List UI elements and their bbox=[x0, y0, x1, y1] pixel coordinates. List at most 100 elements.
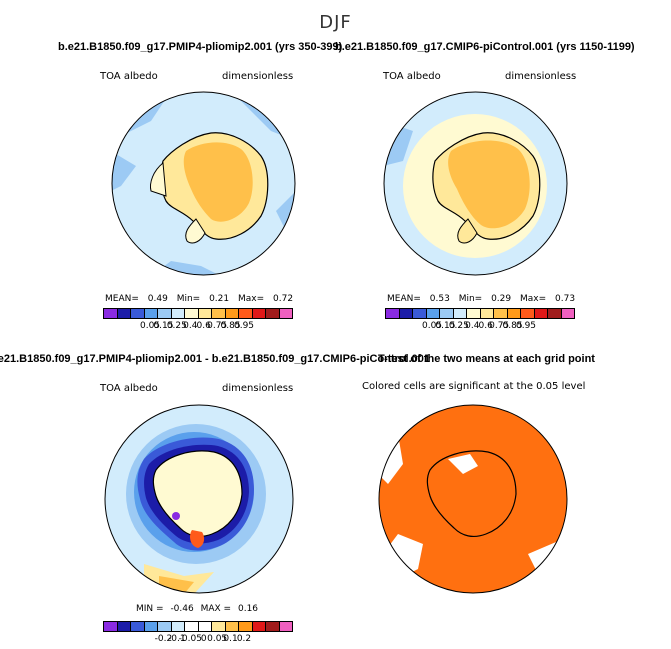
panel-2-colorbar-tick-label: 0.25 bbox=[448, 321, 469, 331]
panel-3-colorbar-swatch bbox=[225, 622, 239, 631]
map2-border bbox=[383, 91, 568, 276]
panel-2-colorbar-swatch bbox=[480, 309, 494, 318]
panel-2-max: 0.73 bbox=[555, 294, 576, 304]
panel-2-colorbar-tick-label: 0.6 bbox=[478, 321, 493, 331]
panel-3-colorbar-swatch bbox=[144, 622, 158, 631]
panel-3-colorbar-tick-label: 0.2 bbox=[236, 634, 252, 644]
panel-1-colorbar-tick-label: 0.4 bbox=[183, 321, 198, 331]
panel-1-colorbar-swatch bbox=[185, 309, 199, 318]
panel-2-title: b.e21.B1850.f09_g17.CMIP6-piControl.001 … bbox=[335, 41, 635, 53]
panel-3-colorbar-swatch bbox=[252, 622, 266, 631]
panel-2-colorbar-swatch bbox=[521, 309, 535, 318]
panel-3-colorbar-swatch bbox=[158, 622, 172, 631]
panel-3-colorbar-swatch bbox=[131, 622, 145, 631]
panel-1-units: dimensionless bbox=[222, 71, 294, 82]
panel-3-colorbar-swatch bbox=[198, 622, 212, 631]
panel-4-note: Colored cells are significant at the 0.0… bbox=[362, 381, 586, 392]
panel-3-colorbar bbox=[103, 621, 293, 632]
panel-1-colorbar-swatch bbox=[279, 309, 292, 318]
panel-2-mean-label: MEAN= bbox=[387, 294, 421, 304]
panel-1-variable: TOA albedo bbox=[100, 71, 158, 82]
panel-3-colorbar-swatch bbox=[279, 622, 292, 631]
panel-3-max-label: MAX = bbox=[200, 604, 232, 614]
panel-1-colorbar-swatch bbox=[117, 309, 131, 318]
panel-3-colorbar-swatch bbox=[104, 622, 118, 631]
panel-2-map bbox=[383, 91, 568, 276]
panel-2-colorbar-swatch bbox=[494, 309, 508, 318]
map1-peninsula bbox=[185, 218, 206, 244]
panel-2-colorbar-tick-label: 0.4 bbox=[465, 321, 480, 331]
panel-1-colorbar-swatch bbox=[144, 309, 158, 318]
panel-3-min-label: MIN = bbox=[136, 604, 164, 614]
panel-1-colorbar-tick-label: 0.25 bbox=[166, 321, 187, 331]
panel-1-stats: MEAN= 0.49 Min= 0.21 Max= 0.72 bbox=[105, 294, 293, 304]
panel-1-colorbar-tick-label: 0.95 bbox=[233, 321, 255, 331]
map3-border bbox=[104, 404, 294, 594]
panel-3-variable: TOA albedo bbox=[100, 383, 158, 394]
panel-2-colorbar-swatch bbox=[548, 309, 562, 318]
panel-2-stats: MEAN= 0.53 Min= 0.29 Max= 0.73 bbox=[387, 294, 575, 304]
panel-2-colorbar-tick-label: 0.05 bbox=[421, 321, 443, 331]
panel-1-colorbar-tick-label: 0.05 bbox=[139, 321, 161, 331]
panel-2-colorbar-swatch bbox=[467, 309, 481, 318]
panel-1-colorbar-swatch bbox=[212, 309, 226, 318]
map4-nonsignificant bbox=[448, 454, 478, 474]
panel-1-colorbar-swatch bbox=[158, 309, 172, 318]
map1-border bbox=[111, 91, 296, 276]
panel-3-colorbar-swatch bbox=[212, 622, 226, 631]
panel-3-title: b.e21.B1850.f09_g17.PMIP4-pliomip2.001 -… bbox=[0, 353, 431, 365]
panel-3-colorbar-tick-label: -0.05 bbox=[178, 634, 202, 644]
panel-1-mean: 0.49 bbox=[147, 294, 168, 304]
panel-1-mean-label: MEAN= bbox=[105, 294, 139, 304]
map2-ice-interior bbox=[448, 140, 530, 229]
panel-1-colorbar-swatch bbox=[104, 309, 118, 318]
panel-1-max-label: Max= bbox=[238, 294, 265, 304]
panel-3-colorbar-swatch bbox=[185, 622, 199, 631]
map4-border bbox=[378, 404, 568, 594]
panel-1-colorbar bbox=[103, 308, 293, 319]
panel-3-units: dimensionless bbox=[222, 383, 294, 394]
panel-1-colorbar-swatch bbox=[225, 309, 239, 318]
panel-2-colorbar-swatch bbox=[561, 309, 574, 318]
panel-3-min: -0.46 bbox=[170, 604, 194, 614]
panel-2-colorbar-swatch bbox=[426, 309, 440, 318]
panel-2-max-label: Max= bbox=[520, 294, 547, 304]
panel-1-colorbar-swatch bbox=[252, 309, 266, 318]
map1-ice-interior bbox=[183, 142, 253, 222]
panel-1-colorbar-tick-label: 0.15 bbox=[153, 321, 174, 331]
panel-2-units: dimensionless bbox=[505, 71, 577, 82]
panel-3-colorbar-tick-label: -0.1 bbox=[168, 634, 186, 644]
panel-3-colorbar-swatch bbox=[117, 622, 131, 631]
panel-1-colorbar-swatch bbox=[131, 309, 145, 318]
panel-2-colorbar bbox=[385, 308, 575, 319]
panel-1-min: 0.21 bbox=[209, 294, 230, 304]
panel-3-colorbar-swatch bbox=[266, 622, 280, 631]
panel-3-colorbar-tick-label: 0.1 bbox=[223, 634, 238, 644]
panel-2-colorbar-tick-label: 0.95 bbox=[515, 321, 537, 331]
panel-3-max: 0.16 bbox=[237, 604, 259, 614]
panel-2-colorbar-swatch bbox=[399, 309, 413, 318]
panel-2-colorbar-tick-label: 0.15 bbox=[435, 321, 456, 331]
panel-1-title: b.e21.B1850.f09_g17.PMIP4-pliomip2.001 (… bbox=[58, 41, 343, 53]
panel-1-map bbox=[111, 91, 296, 276]
panel-1-colorbar-swatch bbox=[239, 309, 253, 318]
panel-2-colorbar-tick-label: 0.85 bbox=[502, 321, 523, 331]
panel-3-colorbar-tick-label: 0.05 bbox=[207, 634, 228, 644]
panel-2-min-label: Min= bbox=[458, 294, 483, 304]
panel-1-colorbar-swatch bbox=[266, 309, 280, 318]
panel-2-colorbar-swatch bbox=[534, 309, 548, 318]
panel-4-map bbox=[378, 404, 568, 594]
map3-peninsula-hotspot bbox=[190, 530, 205, 548]
panel-3-colorbar-swatch bbox=[171, 622, 185, 631]
panel-2-colorbar-swatch bbox=[507, 309, 521, 318]
panel-3-colorbar-swatch bbox=[239, 622, 253, 631]
panel-3-colorbar-tick-label: -0.2 bbox=[154, 634, 173, 644]
panel-1-colorbar-swatch bbox=[171, 309, 185, 318]
panel-3-colorbar-tick-label: 0 bbox=[200, 634, 207, 644]
panel-3-map bbox=[104, 404, 294, 594]
panel-2-colorbar-swatch bbox=[413, 309, 427, 318]
panel-1-colorbar-tick-label: 0.85 bbox=[220, 321, 241, 331]
panel-4-title: T-test of the two means at each grid poi… bbox=[378, 353, 595, 365]
panel-2-mean: 0.53 bbox=[429, 294, 450, 304]
panel-1-min-label: Min= bbox=[176, 294, 201, 304]
